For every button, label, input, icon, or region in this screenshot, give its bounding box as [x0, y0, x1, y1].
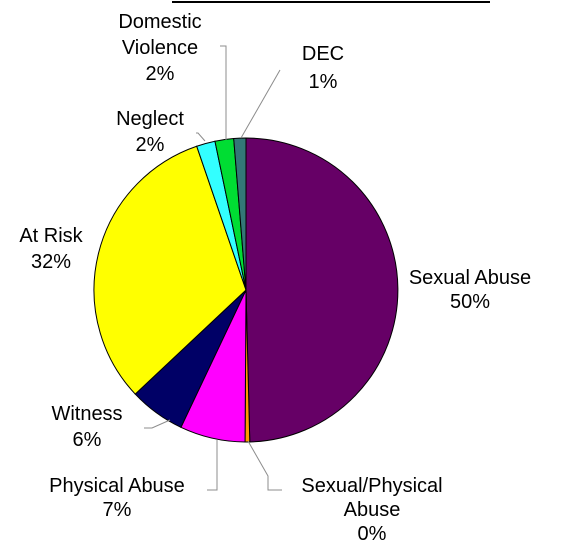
label-at-risk: At Risk 32%	[19, 225, 83, 273]
leader-physical-abuse	[207, 440, 218, 491]
label-sexual-abuse: Sexual Abuse 50%	[409, 267, 531, 313]
slice-sexual-abuse	[245, 137, 399, 443]
pie-slices	[93, 137, 399, 443]
slice-dec	[233, 137, 247, 291]
leader-domestic-violence	[220, 45, 227, 140]
label-leader-lines	[144, 45, 282, 491]
label-dec: DEC 1%	[302, 43, 344, 93]
leader-neglect	[196, 132, 206, 142]
label-neglect: Neglect 2%	[116, 108, 184, 156]
leader-witness	[144, 419, 171, 429]
slice-labels: Sexual Abuse 50% Sexual/Physical Abuse 0% Phy…	[19, 11, 531, 545]
leader-sexual-physical-abuse	[247, 440, 282, 491]
label-sexual-physical-abuse: Sexual/Physical Abuse 0%	[301, 475, 442, 545]
label-witness: Witness 6%	[51, 403, 122, 451]
leader-dec	[240, 69, 281, 139]
label-domestic-violence: Domestic Violence 2%	[118, 11, 201, 85]
slice-at-risk	[93, 145, 247, 395]
label-physical-abuse: Physical Abuse 7%	[49, 475, 185, 521]
